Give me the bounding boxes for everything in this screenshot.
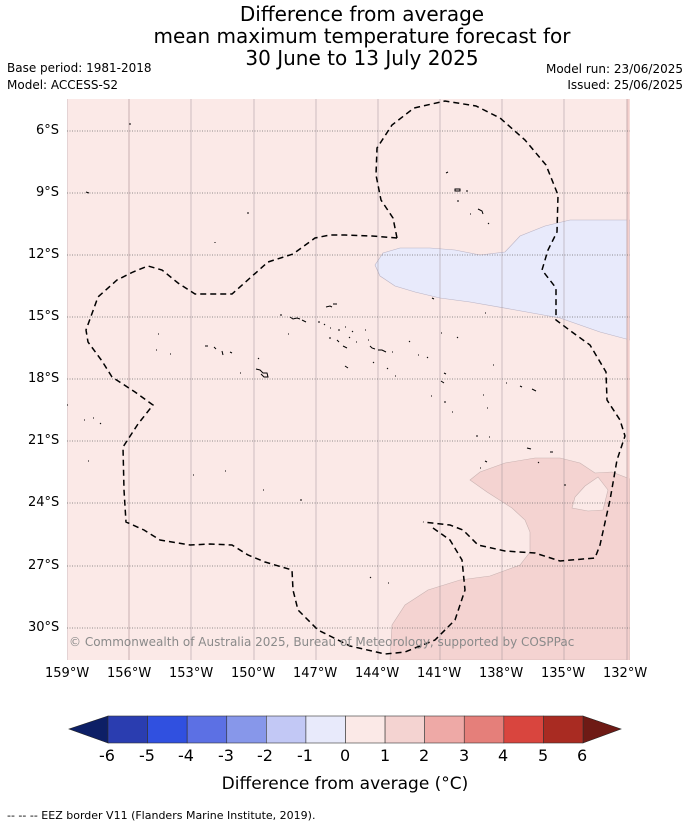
colorbar (68, 715, 622, 744)
colorbar-segment (107, 715, 148, 744)
island-markers (67, 123, 566, 584)
colorbar-segment (266, 715, 307, 744)
colorbar-max-extension (582, 715, 622, 744)
lon-label-153w: 153°W (169, 666, 214, 681)
eez-border (85, 100, 626, 655)
colorbar-title: Difference from average (°C) (221, 774, 469, 794)
lat-label-6s: 6°S (36, 123, 60, 138)
lat-label-30s: 30°S (28, 620, 60, 635)
title-line-3: 30 June to 13 July 2025 (245, 46, 479, 70)
colorbar-min-extension (68, 715, 109, 744)
issued-date: Issued: 25/06/2025 (567, 78, 683, 92)
colorbar-segment (305, 715, 346, 744)
colorbar-tick-3: 3 (459, 746, 470, 765)
lon-label-144w: 144°W (355, 666, 400, 681)
lat-label-15s: 15°S (28, 309, 60, 324)
cool-anomaly-region (374, 219, 630, 341)
colorbar-segment (424, 715, 465, 744)
lon-label-150w: 150°W (231, 666, 276, 681)
colorbar-segment (186, 715, 228, 744)
colorbar-tick-minus5: -5 (139, 746, 155, 765)
warm-anomaly-region (389, 457, 630, 660)
lon-label-156w: 156°W (107, 666, 152, 681)
colorbar-tick-6: 6 (577, 746, 588, 765)
colorbar-tick-2: 2 (419, 746, 430, 765)
colorbar-tick-minus2: -2 (257, 746, 273, 765)
colorbar-segment (543, 715, 584, 744)
lat-label-21s: 21°S (28, 433, 60, 448)
lat-label-18s: 18°S (28, 371, 60, 386)
model-run-date: Model run: 23/06/2025 (545, 62, 683, 76)
copyright-notice: © Commonwealth of Australia 2025, Bureau… (69, 635, 575, 649)
lon-label-141w: 141°W (417, 666, 462, 681)
lon-label-147w: 147°W (293, 666, 338, 681)
colorbar-segment (226, 715, 267, 744)
lon-label-159w: 159°W (45, 666, 90, 681)
base-period: Base period: 1981-2018 (7, 61, 152, 75)
meridian-gridlines (67, 99, 628, 660)
title-line-2: mean maximum temperature forecast for (153, 24, 571, 48)
model-name: Model: ACCESS-S2 (7, 78, 119, 92)
lon-label-135w: 135°W (541, 666, 586, 681)
colorbar-tick-0: 0 (340, 746, 351, 765)
title-line-1: Difference from average (239, 2, 485, 26)
colorbar-tick-minus1: -1 (297, 746, 313, 765)
colorbar-segment (147, 715, 188, 744)
lon-label-132w: 132°W (603, 666, 648, 681)
eez-legend: -- -- -- EEZ border V11 (Flanders Marine… (7, 809, 316, 822)
colorbar-tick-4: 4 (498, 746, 509, 765)
warm-region-hole (571, 476, 609, 512)
colorbar-segment (345, 715, 386, 744)
lat-label-12s: 12°S (28, 247, 60, 262)
colorbar-segment (463, 715, 505, 744)
colorbar-segment (384, 715, 425, 744)
lat-label-27s: 27°S (28, 558, 60, 573)
colorbar-tick-minus3: -3 (218, 746, 234, 765)
colorbar-tick-minus4: -4 (178, 746, 194, 765)
lat-label-24s: 24°S (28, 495, 60, 510)
lat-label-9s: 9°S (36, 185, 60, 200)
colorbar-tick-5: 5 (538, 746, 549, 765)
colorbar-segment (503, 715, 544, 744)
colorbar-tick-minus6: -6 (99, 746, 115, 765)
colorbar-tick-1: 1 (380, 746, 391, 765)
lon-label-138w: 138°W (479, 666, 524, 681)
